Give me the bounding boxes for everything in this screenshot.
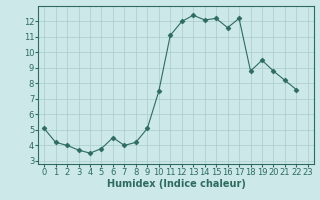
X-axis label: Humidex (Indice chaleur): Humidex (Indice chaleur) [107, 179, 245, 189]
